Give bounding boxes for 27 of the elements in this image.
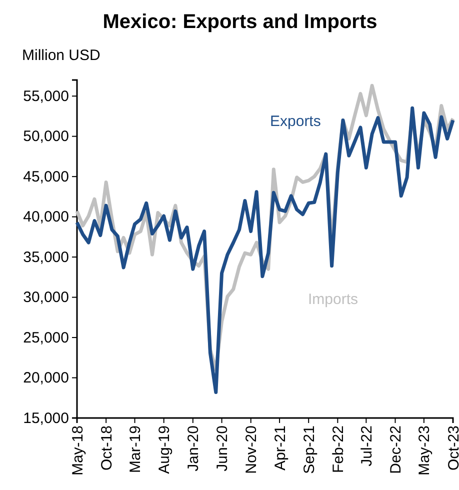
x-tick-label: Jan-20: [185, 426, 202, 472]
x-tick-label: Apr-21: [272, 426, 289, 471]
chart-title: Mexico: Exports and Imports: [102, 11, 378, 33]
y-tick-label: 15,000: [23, 410, 69, 427]
x-tick-label: Oct-23: [445, 426, 459, 471]
x-tick-label: Sep-21: [300, 426, 318, 474]
y-tick-label: 30,000: [23, 289, 69, 306]
y-tick-label: 45,000: [23, 168, 69, 186]
x-tick-label: Oct-18: [98, 426, 116, 471]
x-tick-label: Mar-19: [127, 426, 144, 474]
x-tick-label: Nov-20: [243, 426, 260, 474]
y-tick-label: 55,000: [23, 88, 69, 105]
y-tick-label: 25,000: [23, 329, 69, 346]
x-tick-label: Aug-19: [156, 426, 174, 474]
x-tick-label: Feb-22: [330, 426, 347, 474]
y-tick-label: 20,000: [23, 370, 69, 387]
x-tick-label: Jun-20: [214, 426, 232, 472]
text: Imports: [308, 291, 358, 308]
series-label: Exports: [270, 113, 321, 130]
y-axis-title: Million USD: [22, 47, 101, 64]
y-tick-label: 40,000: [23, 208, 69, 226]
x-tick-label: May-18: [69, 426, 86, 476]
y-tick-label: 50,000: [23, 128, 69, 146]
x-tick-label: Dec-22: [387, 426, 404, 474]
y-tick-label: 35,000: [23, 248, 69, 266]
x-tick-label: Jul-22: [358, 426, 376, 466]
x-tick-label: May-23: [416, 426, 434, 476]
